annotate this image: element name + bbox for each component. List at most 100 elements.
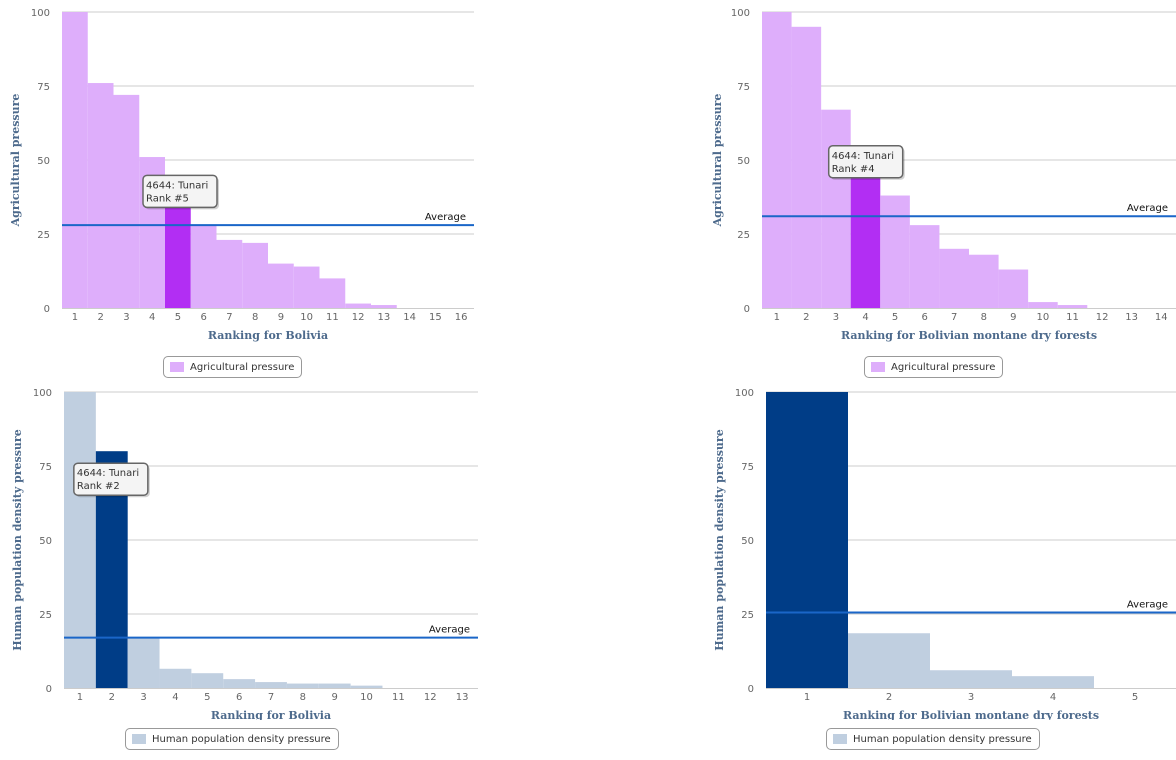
legend-swatch [871, 362, 885, 372]
x-tick-label: 3 [833, 312, 839, 323]
x-tick-label: 6 [921, 312, 927, 323]
tooltip: 4644: Tunari Rank #4 [829, 146, 905, 180]
y-tick-label: 0 [744, 304, 750, 315]
x-tick-label: 1 [774, 312, 780, 323]
y-tick-label: 25 [737, 230, 750, 241]
legend-item[interactable]: Agricultural pressure [163, 356, 302, 378]
y-tick-label: 100 [731, 8, 750, 19]
bar [762, 12, 792, 308]
legend-item[interactable]: Human population density pressure [826, 728, 1040, 750]
legend-item[interactable]: Agricultural pressure [864, 356, 1003, 378]
legend-item[interactable]: Human population density pressure [125, 728, 339, 750]
x-axis-title: Ranking for Bolivia [211, 709, 331, 720]
bar [64, 392, 96, 688]
x-tick-label: 13 [1125, 312, 1138, 323]
bar [1058, 305, 1088, 308]
bar [848, 633, 930, 688]
chart-svg: 0 25 50 75 100 1 2 3 4 5 Ranking for Bolivian mont… [700, 380, 1176, 720]
y-tick-label: 0 [46, 684, 52, 695]
bar [191, 673, 223, 688]
x-tick-label: 15 [429, 312, 442, 323]
x-axis-title: Ranking for Bolivian montane dry forests [841, 329, 1097, 342]
bar [969, 255, 999, 308]
x-tick-label: 14 [403, 312, 416, 323]
x-tick-label: 3 [140, 692, 146, 703]
bar [320, 278, 346, 308]
human-density-bolivia-chart: 0 25 50 75 100 1 2 3 4 5 6 7 8 9 10 11 12 13 Ranking for B… [0, 380, 490, 760]
x-tick-label: 11 [392, 692, 405, 703]
bar [851, 178, 881, 308]
legend-label: Agricultural pressure [190, 362, 294, 373]
x-tick-label: 2 [803, 312, 809, 323]
x-tick-label: 12 [424, 692, 437, 703]
y-tick-label: 75 [37, 82, 50, 93]
y-tick-label: 50 [737, 156, 750, 167]
x-tick-label: 4 [862, 312, 868, 323]
average-label: Average [1127, 600, 1168, 611]
bar [930, 670, 1012, 688]
x-tick-label: 14 [1155, 312, 1168, 323]
x-tick-label: 3 [123, 312, 129, 323]
y-tick-label: 100 [33, 388, 52, 399]
bar [287, 684, 319, 688]
x-axis-title: Ranking for Bolivian montane dry forests [843, 709, 1099, 720]
y-tick-label: 50 [37, 156, 50, 167]
x-tick-label: 7 [268, 692, 274, 703]
legend-label: Human population density pressure [152, 734, 331, 745]
tooltip: 4644: Tunari Rank #5 [143, 175, 219, 209]
bar [62, 12, 88, 308]
tooltip-line: 4644: Tunari [146, 180, 208, 191]
bar [371, 305, 397, 308]
bar [242, 243, 268, 308]
y-tick-label: 25 [37, 230, 50, 241]
y-tick-label: 75 [39, 462, 52, 473]
tooltip-line: 4644: Tunari [832, 151, 894, 162]
x-tick-label: 1 [72, 312, 78, 323]
legend-label: Agricultural pressure [891, 362, 995, 373]
bar [351, 686, 383, 688]
x-tick-label: 13 [456, 692, 469, 703]
y-axis-title: Agricultural pressure [711, 94, 724, 228]
y-tick-label: 50 [39, 536, 52, 547]
bar [821, 110, 851, 308]
bar [114, 95, 140, 308]
y-tick-label: 100 [735, 388, 754, 399]
bar [268, 264, 294, 308]
x-tick-label: 5 [892, 312, 898, 323]
x-tick-label: 12 [1096, 312, 1109, 323]
average-label: Average [1127, 203, 1168, 214]
x-tick-label: 7 [951, 312, 957, 323]
agricultural-pressure-bolivia-chart: 0 25 50 75 100 1 2 3 4 5 6 7 8 9 10 11 12 13 14 15 16 Ranking… [0, 0, 490, 380]
human-density-montane-chart: 0 25 50 75 100 1 2 3 4 5 Ranking for Bolivian mont… [700, 380, 1176, 760]
bar [191, 225, 217, 308]
bar [345, 304, 371, 308]
bar [792, 27, 822, 308]
bar [255, 682, 287, 688]
x-tick-label: 6 [200, 312, 206, 323]
bar [766, 392, 848, 688]
average-label: Average [425, 212, 466, 223]
x-tick-label: 7 [226, 312, 232, 323]
x-tick-label: 2 [109, 692, 115, 703]
bar [88, 83, 114, 308]
x-tick-label: 8 [981, 312, 987, 323]
x-tick-label: 9 [332, 692, 338, 703]
tooltip-line: 4644: Tunari [77, 468, 139, 479]
bar [319, 684, 351, 688]
y-tick-label: 25 [741, 610, 754, 621]
bar [160, 669, 192, 688]
x-tick-label: 8 [252, 312, 258, 323]
x-tick-label: 1 [804, 692, 810, 703]
bar [999, 270, 1029, 308]
tooltip: 4644: TunariRank #2 [74, 463, 150, 497]
agricultural-pressure-montane-chart: 0 25 50 75 100 1 2 3 4 5 6 7 8 9 10 11 12 13 14 Ranking for… [700, 0, 1176, 380]
x-tick-label: 10 [360, 692, 373, 703]
legend-swatch [833, 734, 847, 744]
y-axis-title: Agricultural pressure [9, 94, 22, 228]
y-tick-label: 25 [39, 610, 52, 621]
y-tick-label: 75 [737, 82, 750, 93]
x-tick-label: 4 [149, 312, 155, 323]
